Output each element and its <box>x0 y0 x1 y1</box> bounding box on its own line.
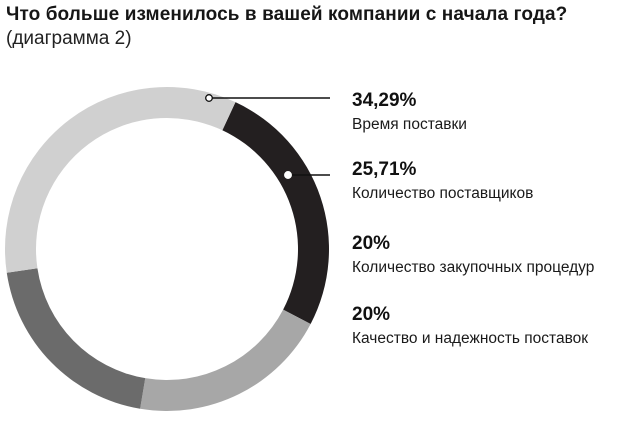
legend-entry-procurement-count: 20% Количество закупочных процедур <box>352 233 594 278</box>
slice-procurement-count <box>140 309 311 411</box>
legend-entry-supply-quality: 20% Качество и надежность поставок <box>352 304 588 349</box>
chart-title: Что больше изменилось в вашей компании с… <box>6 4 568 25</box>
legend-label: Качество и надежность поставок <box>352 330 589 347</box>
slice-delivery-time <box>5 87 236 273</box>
leader-supplier-count-marker <box>284 171 292 179</box>
slice-supplier-count <box>222 102 329 324</box>
legend-entry-delivery-time: 34,29% Время поставки <box>352 90 467 135</box>
slice-supply-quality <box>6 268 146 409</box>
chart-subtitle: (диаграмма 2) <box>6 28 132 49</box>
legend-entry-supplier-count: 25,71% Количество поставщиков <box>352 159 533 204</box>
leader-delivery-time-marker <box>205 94 213 102</box>
legend-label: Время поставки <box>352 116 467 133</box>
legend-value: 20% <box>352 304 391 325</box>
legend-label: Количество закупочных процедур <box>352 259 595 276</box>
legend-value: 20% <box>352 233 391 254</box>
legend-value: 25,71% <box>352 159 417 180</box>
legend-label: Количество поставщиков <box>352 185 534 202</box>
legend-value: 34,29% <box>352 90 417 111</box>
